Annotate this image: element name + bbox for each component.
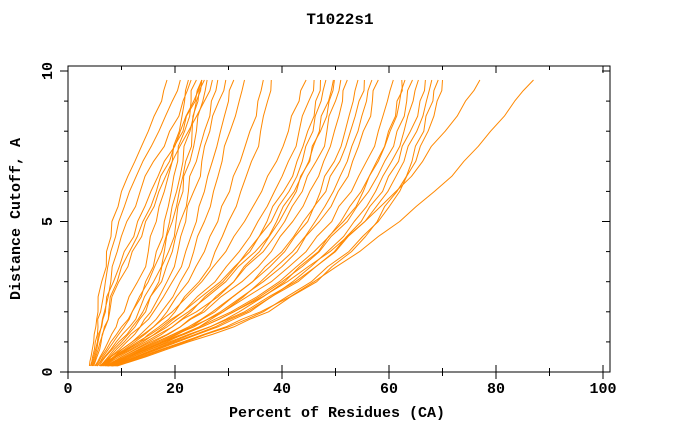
y-tick-label: 10 bbox=[40, 62, 57, 80]
model-curve bbox=[113, 79, 534, 367]
x-tick-label: 40 bbox=[273, 381, 291, 398]
model-curve bbox=[116, 79, 443, 367]
model-curve bbox=[106, 79, 403, 367]
model-curve bbox=[109, 79, 379, 367]
y-axis-title: Distance Cutoff, A bbox=[8, 138, 25, 300]
model-curve bbox=[112, 79, 419, 367]
model-curve bbox=[102, 79, 315, 367]
model-curve bbox=[107, 79, 481, 367]
model-curve bbox=[100, 79, 235, 367]
model-curve bbox=[91, 79, 192, 367]
x-tick-label: 60 bbox=[380, 381, 398, 398]
model-curve bbox=[111, 79, 373, 367]
model-curve bbox=[98, 79, 219, 367]
model-curve bbox=[105, 79, 321, 367]
model-curve bbox=[114, 79, 426, 367]
x-tick-label: 0 bbox=[63, 381, 72, 398]
axes-layer: 0 20 40 60 80 100 0 5 10 bbox=[40, 62, 617, 398]
model-curve bbox=[113, 79, 406, 367]
x-tick-label: 100 bbox=[589, 381, 616, 398]
model-curve bbox=[88, 79, 168, 367]
model-curve bbox=[105, 79, 272, 367]
x-tick-label: 20 bbox=[166, 381, 184, 398]
model-curve bbox=[90, 79, 203, 367]
model-curve bbox=[102, 79, 227, 367]
model-curve bbox=[105, 79, 394, 367]
y-tick-label: 0 bbox=[40, 367, 57, 376]
model-curve bbox=[99, 79, 307, 367]
model-curve bbox=[110, 79, 433, 367]
model-curve bbox=[104, 79, 342, 367]
model-curve bbox=[106, 79, 348, 367]
model-curve bbox=[99, 79, 208, 367]
x-axis-title: Percent of Residues (CA) bbox=[229, 405, 445, 422]
model-curve bbox=[107, 79, 335, 367]
plot-frame bbox=[67, 65, 611, 373]
x-tick-label: 80 bbox=[487, 381, 505, 398]
y-tick-label: 5 bbox=[40, 217, 57, 226]
model-curve bbox=[90, 79, 181, 367]
model-curve bbox=[92, 79, 203, 367]
model-curve bbox=[95, 79, 203, 367]
model-curve bbox=[94, 79, 189, 367]
model-curves-layer bbox=[88, 79, 534, 367]
page-title: T1022s1 bbox=[306, 11, 373, 29]
model-curve bbox=[93, 79, 213, 367]
model-curve bbox=[100, 79, 327, 367]
model-curve bbox=[96, 79, 205, 367]
model-curve bbox=[107, 79, 365, 367]
model-curve bbox=[96, 79, 197, 367]
model-curve bbox=[102, 79, 264, 367]
model-curve bbox=[101, 79, 334, 367]
model-curve bbox=[117, 79, 439, 367]
